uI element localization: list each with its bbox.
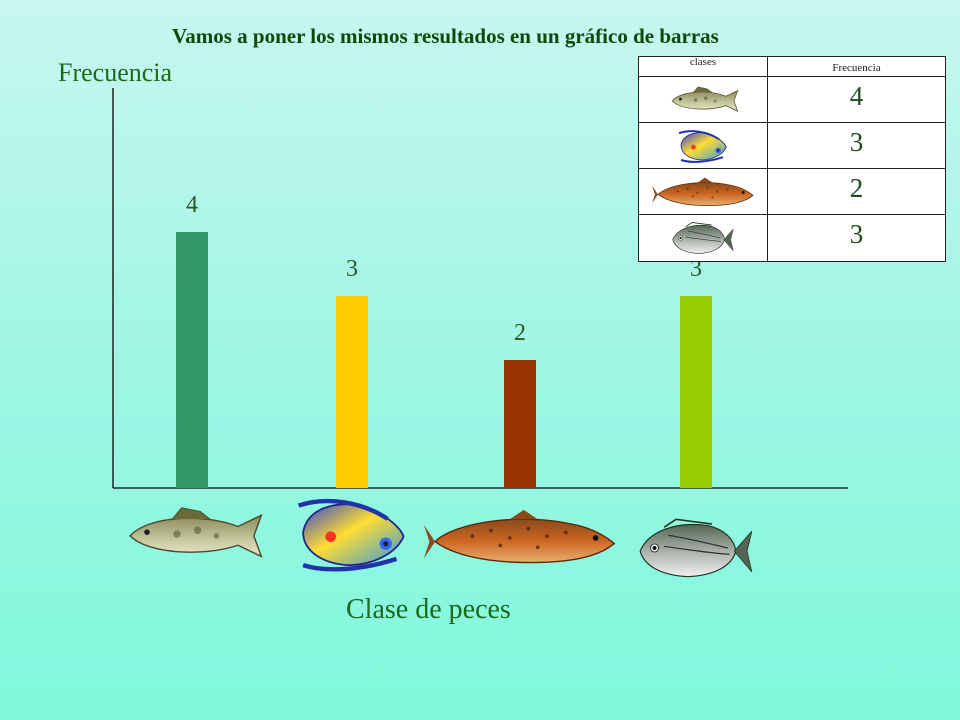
header-frecuencia: Frecuencia [832,62,881,74]
slide-title: Vamos a poner los mismos resultados en u… [172,24,719,48]
table-value: 2 [849,173,864,203]
angelfish-icon [299,501,404,569]
bar-1 [176,232,208,488]
sea-bream-icon [672,222,734,254]
bar-labels-group: 4 3 2 3 [186,192,702,346]
x-axis-label: Clase de peces [346,594,511,625]
table-row: 2 [639,169,945,215]
frequency-table: clases Frecuencia 4 3 2 3 [638,56,946,262]
table-row: 4 [639,77,945,123]
trout-icon [423,509,615,564]
header-clases: clases [639,57,768,76]
bar-value-label-1: 4 [186,192,198,218]
table-value: 4 [849,81,864,111]
bar-value-label-3: 2 [514,320,526,346]
table-value: 3 [849,219,864,249]
table-row: 3 [639,123,945,169]
y-axis-label: Frecuencia [58,58,173,87]
bar-3 [504,360,536,488]
category-icons-group [129,501,753,578]
bars-group [176,232,712,488]
bar-value-label-4: 3 [690,256,702,282]
bar-2 [336,296,368,488]
table-row: 3 [639,215,945,261]
angelfish-icon [678,129,728,163]
table-header: clases Frecuencia [639,57,945,77]
trout-icon [651,176,754,206]
table-value: 3 [849,127,864,157]
bar-value-label-2: 3 [346,256,358,282]
zander-fish-icon [129,507,263,558]
sea-bream-icon [639,518,753,578]
bar-4 [680,296,712,488]
zander-fish-icon [671,86,739,112]
